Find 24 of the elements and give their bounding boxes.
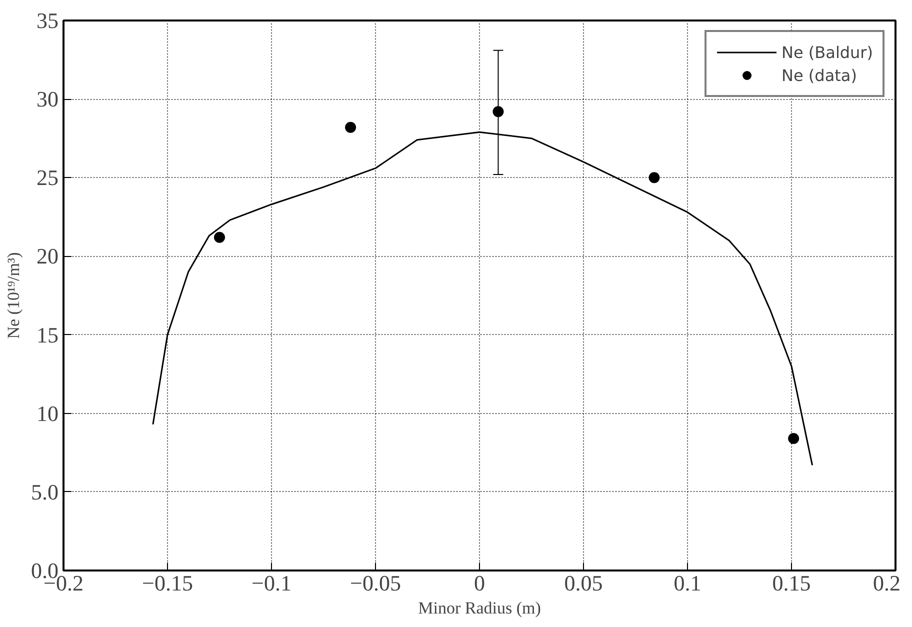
x-tick-label: 0 — [474, 570, 485, 596]
x-tick-label: 0.15 — [772, 570, 811, 596]
point — [788, 433, 800, 444]
x-tick-label: 0.05 — [564, 570, 603, 596]
y-axis-title: Ne (10¹⁹/m³) — [4, 252, 23, 339]
x-tick-label: −0.1 — [252, 570, 292, 596]
point — [492, 106, 504, 118]
x-tick-label: 0.2 — [873, 570, 900, 596]
point — [345, 122, 356, 133]
x-tick-label: 0.1 — [674, 570, 702, 596]
y-tick-label: 20 — [36, 244, 58, 269]
y-tick-label: 10 — [36, 400, 58, 426]
y-tick-label: 15 — [36, 322, 58, 348]
legend-label: Ne (data) — [782, 66, 857, 84]
y-tick-label: 30 — [36, 86, 58, 112]
y-tick-label: 35 — [36, 8, 58, 33]
point — [214, 232, 225, 243]
x-tick-label: −0.15 — [142, 570, 193, 596]
point — [648, 172, 660, 184]
x-tick-label: −0.05 — [350, 570, 401, 596]
y-tick-label: 5.0 — [31, 479, 58, 504]
y-tick-label: 25 — [36, 165, 58, 190]
x-axis-title: Minor Radius (m) — [418, 598, 541, 618]
legend-label: Ne (Baldur) — [782, 42, 873, 62]
